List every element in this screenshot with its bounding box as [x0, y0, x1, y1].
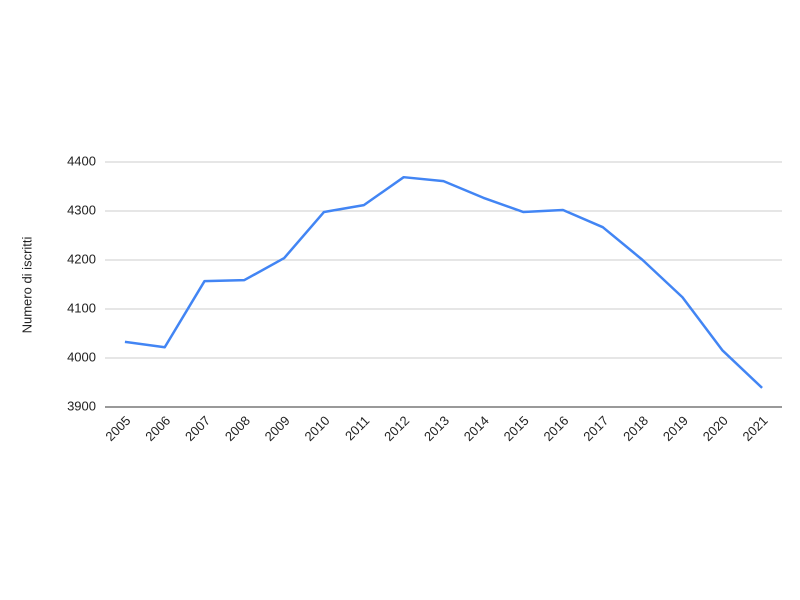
y-tick-label: 4000: [67, 349, 96, 364]
y-axis-title: Numero di iscritti: [19, 236, 34, 333]
y-tick-label: 4300: [67, 202, 96, 217]
data-line: [124, 175, 763, 389]
y-tick-label: 4400: [67, 153, 96, 168]
y-tick-label: 4200: [67, 251, 96, 266]
y-tick-label: 3900: [67, 398, 96, 413]
y-tick-label: 4100: [67, 300, 96, 315]
